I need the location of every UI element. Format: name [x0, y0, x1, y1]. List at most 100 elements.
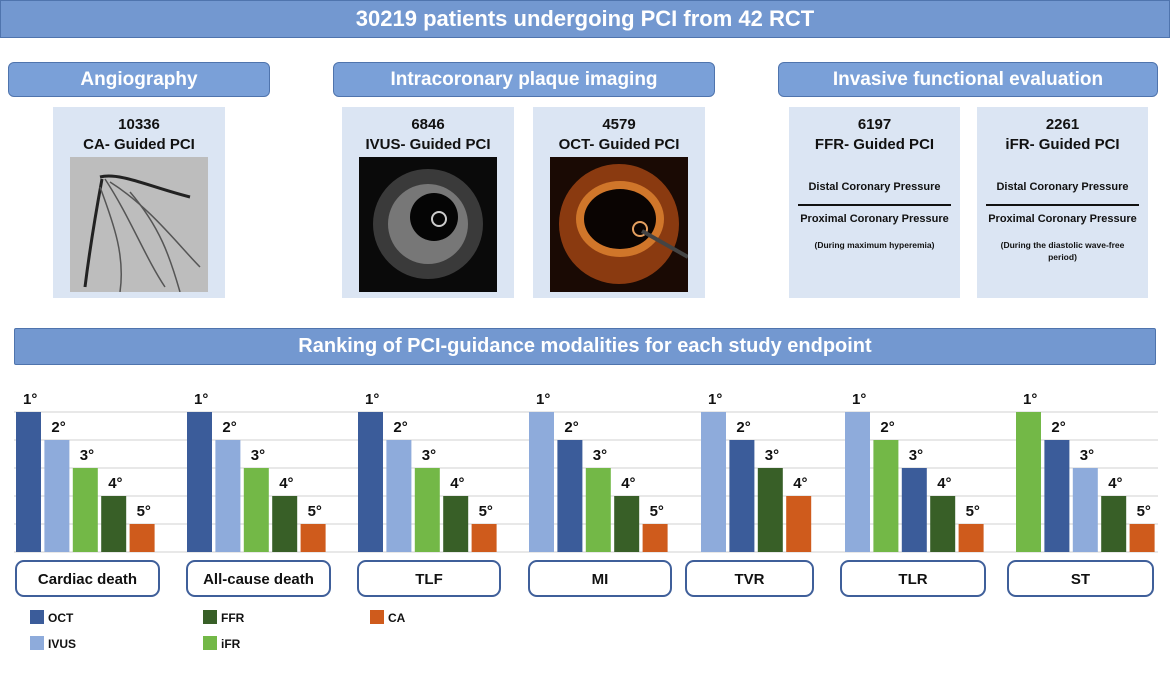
vessel — [99, 174, 191, 199]
image-line — [641, 229, 688, 259]
endpoint-label: TLF — [415, 571, 443, 588]
bar — [300, 524, 326, 552]
bar — [845, 412, 870, 552]
rank-label: 3° — [251, 447, 265, 464]
rank-label: 3° — [909, 447, 923, 464]
bar — [101, 496, 127, 552]
bar — [72, 468, 98, 552]
rank-label: 1° — [1023, 391, 1037, 408]
card: 10336 CA- Guided PCI — [53, 107, 225, 298]
endpoint-label: TLR — [898, 571, 927, 588]
denominator: Proximal Coronary Pressure — [988, 213, 1137, 225]
rank-label: 3° — [765, 447, 779, 464]
bar — [786, 496, 812, 552]
endpoint-label: All-cause death — [203, 571, 314, 588]
card-count: 10336 — [118, 116, 160, 133]
bar — [757, 468, 783, 552]
bar — [358, 412, 383, 552]
main-banner: 30219 patients undergoing PCI from 42 RC… — [0, 0, 1170, 38]
fraction-line — [798, 204, 951, 206]
endpoint-label: Cardiac death — [38, 571, 137, 588]
rank-label: 4° — [1108, 475, 1122, 492]
bar — [901, 468, 927, 552]
bar — [243, 468, 269, 552]
rank-label: 2° — [1051, 419, 1065, 436]
fraction-line — [986, 204, 1139, 206]
rank-label: 4° — [450, 475, 464, 492]
vessel — [104, 178, 166, 288]
card: 4579 OCT- Guided PCI — [533, 107, 705, 298]
card: 2261 iFR- Guided PCI Distal Coronary Press… — [977, 107, 1148, 298]
card-count: 2261 — [1045, 116, 1080, 133]
rank-label: 3° — [422, 447, 436, 464]
rank-label: 5° — [966, 503, 980, 520]
legend-label: OCT — [48, 611, 74, 625]
card-label: OCT- Guided PCI — [558, 136, 680, 153]
bar — [642, 524, 668, 552]
bar — [1072, 468, 1098, 552]
card: 6846 IVUS- Guided PCI — [342, 107, 514, 298]
legend-swatch — [30, 610, 44, 624]
rank-label: 4° — [621, 475, 635, 492]
bar — [930, 496, 956, 552]
rank-label: 5° — [308, 503, 322, 520]
bar — [701, 412, 726, 552]
card-label: IVUS- Guided PCI — [365, 136, 491, 153]
card: 6197 FFR- Guided PCI Distal Coronary Press… — [789, 107, 960, 298]
bar — [272, 496, 298, 552]
bar — [386, 440, 412, 552]
bar — [729, 440, 755, 552]
vessel — [109, 181, 201, 268]
rank-label: 3° — [593, 447, 607, 464]
bar — [529, 412, 554, 552]
rank-label: 4° — [108, 475, 122, 492]
card-count: 6197 — [857, 116, 892, 133]
vessel — [99, 186, 123, 292]
image — [359, 157, 497, 292]
denominator: Proximal Coronary Pressure — [800, 213, 949, 225]
rank-label: 5° — [1137, 503, 1151, 520]
rank-label: 4° — [793, 475, 807, 492]
rank-label: 1° — [194, 391, 208, 408]
legend-swatch — [30, 636, 44, 650]
numerator: Distal Coronary Pressure — [808, 181, 941, 193]
endpoint-box — [357, 560, 501, 597]
card-count: 4579 — [602, 116, 636, 133]
rank-label: 5° — [137, 503, 151, 520]
bar — [1044, 440, 1070, 552]
legend-swatch — [203, 636, 217, 650]
legend-swatch — [203, 610, 217, 624]
bar — [44, 440, 70, 552]
rank-label: 4° — [937, 475, 951, 492]
endpoint-label: TVR — [735, 571, 765, 588]
rank-label: 1° — [23, 391, 37, 408]
legend-label: CA — [388, 611, 406, 625]
section-header: Angiography — [8, 62, 270, 97]
endpoint-box — [685, 560, 814, 597]
vessel — [129, 191, 181, 292]
vessel — [83, 178, 104, 288]
bar — [873, 440, 899, 552]
endpoint-label: MI — [592, 571, 609, 588]
image-ring — [410, 193, 458, 241]
rank-label: 3° — [80, 447, 94, 464]
rank-label: 2° — [736, 419, 750, 436]
rank-label: 1° — [708, 391, 722, 408]
rank-label: 2° — [393, 419, 407, 436]
rank-label: 4° — [279, 475, 293, 492]
card-label: CA- Guided PCI — [83, 136, 195, 153]
bar — [215, 440, 241, 552]
bar — [557, 440, 583, 552]
bar — [443, 496, 469, 552]
ranking-banner: Ranking of PCI-guidance modalities for e… — [14, 328, 1156, 365]
bar — [1016, 412, 1041, 552]
numerator: Distal Coronary Pressure — [996, 181, 1129, 193]
image — [70, 157, 208, 292]
rank-label: 5° — [650, 503, 664, 520]
image-ring — [632, 221, 648, 237]
legend-swatch — [370, 610, 384, 624]
bar — [1101, 496, 1127, 552]
card-count: 6846 — [411, 116, 445, 133]
